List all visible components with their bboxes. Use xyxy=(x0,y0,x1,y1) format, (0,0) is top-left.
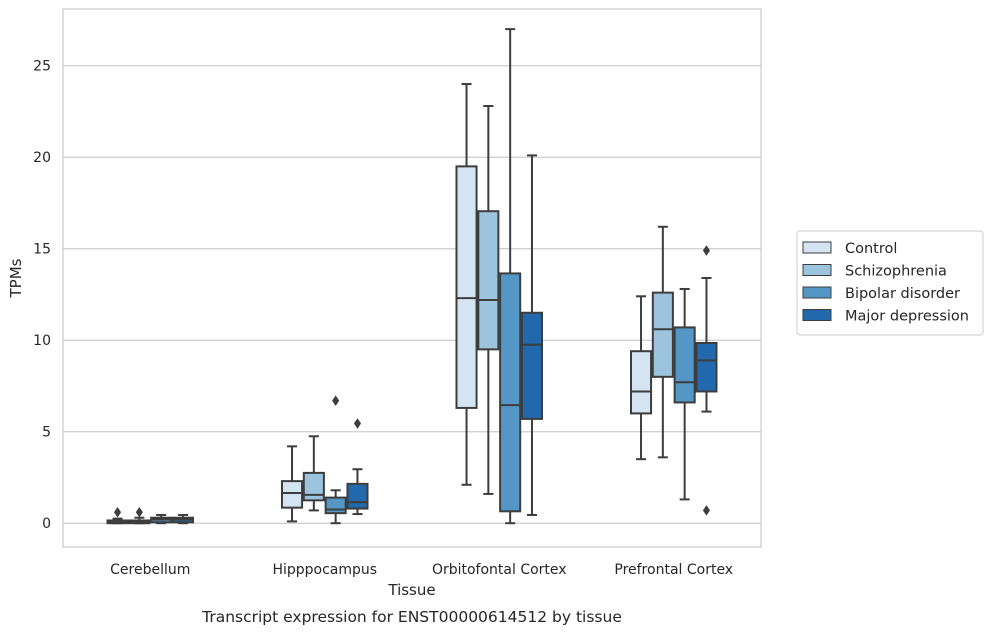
legend-swatch-schizophrenia xyxy=(802,264,832,276)
box-control-orbitofontal-cortex xyxy=(455,83,478,486)
outlier-point xyxy=(135,506,143,518)
legend-label-schizophrenia: Schizophrenia xyxy=(845,264,947,280)
box-control-cerebellum xyxy=(106,506,129,525)
y-tick-label: 15 xyxy=(33,242,51,258)
boxes xyxy=(106,28,718,525)
legend-swatch-control xyxy=(802,241,832,254)
box-major-depression-orbitofontal-cortex xyxy=(520,154,544,516)
box-major-depression-hipppocampus xyxy=(346,418,369,516)
x-axis-label: Tissue xyxy=(387,581,435,599)
box-body xyxy=(695,341,718,393)
y-tick-label: 25 xyxy=(33,59,51,75)
box-body xyxy=(324,496,347,515)
outlier-point xyxy=(702,505,711,516)
legend: Control Schizophrenia Bipolar disorder Majo… xyxy=(796,230,984,336)
outlier-point xyxy=(353,418,362,429)
box-body xyxy=(651,291,674,378)
legend-swatch-bipolar-disorder xyxy=(802,286,832,299)
legend-label-bipolar-disorder: Bipolar disorder xyxy=(845,286,960,302)
box-schizophrenia-orbitofontal-cortex xyxy=(477,104,500,495)
box-body xyxy=(499,272,522,513)
x-tick-label-prefrontal-cortex: Prefrontal Cortex xyxy=(614,562,733,578)
box-bipolar-disorder-prefrontal-cortex xyxy=(673,287,696,501)
chart-title: Transcript expression for ENST0000061451… xyxy=(201,608,622,626)
box-body xyxy=(302,471,325,502)
plot-area xyxy=(62,8,762,548)
legend-swatch-major-depression xyxy=(802,309,832,321)
gridlines xyxy=(63,65,761,524)
box-body xyxy=(673,326,696,404)
y-tick-label: 20 xyxy=(33,150,51,166)
box-control-hipppocampus xyxy=(280,445,304,523)
outlier-point xyxy=(702,245,711,256)
y-axis-ticks: 0 5 10 15 20 25 xyxy=(33,59,51,532)
box-body xyxy=(346,482,369,510)
box-schizophrenia-prefrontal-cortex xyxy=(651,225,674,459)
y-tick-label: 5 xyxy=(42,425,51,441)
outlier-point xyxy=(113,506,122,518)
box-body xyxy=(477,210,500,351)
box-major-depression-cerebellum xyxy=(171,513,195,525)
x-tick-label-cerebellum: Cerebellum xyxy=(110,562,190,578)
legend-label-control: Control xyxy=(845,241,897,257)
box-schizophrenia-cerebellum xyxy=(128,506,151,525)
box-control-prefrontal-cortex xyxy=(629,295,653,461)
box-major-depression-prefrontal-cortex xyxy=(695,245,718,516)
x-tick-label-hipppocampus: Hipppocampus xyxy=(272,562,377,578)
x-axis-ticks: Cerebellum Hipppocampus Orbitofontal Corte… xyxy=(110,562,733,578)
box-bipolar-disorder-cerebellum xyxy=(150,513,173,525)
box-body xyxy=(629,350,653,415)
y-tick-label: 10 xyxy=(33,333,51,349)
y-tick-label: 0 xyxy=(42,516,51,532)
box-body xyxy=(520,311,544,420)
box-body xyxy=(455,165,478,409)
outlier-point xyxy=(332,395,340,406)
legend-label-major-depression: Major depression xyxy=(845,309,969,325)
legend-frame xyxy=(796,230,984,336)
x-tick-label-orbitofontal-cortex: Orbitofontal Cortex xyxy=(432,562,567,578)
box-bipolar-disorder-orbitofontal-cortex xyxy=(499,28,522,525)
y-axis-label: TPMs xyxy=(7,258,25,298)
box-schizophrenia-hipppocampus xyxy=(302,435,325,512)
box-body xyxy=(280,480,304,509)
box-bipolar-disorder-hipppocampus xyxy=(324,395,347,525)
